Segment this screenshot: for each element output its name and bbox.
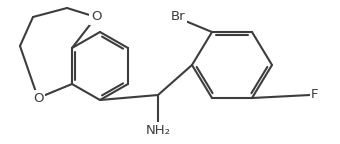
Text: O: O — [33, 91, 43, 105]
Text: F: F — [311, 89, 319, 102]
Text: NH₂: NH₂ — [146, 124, 170, 137]
Text: O: O — [91, 11, 101, 23]
Text: Br: Br — [171, 10, 185, 22]
